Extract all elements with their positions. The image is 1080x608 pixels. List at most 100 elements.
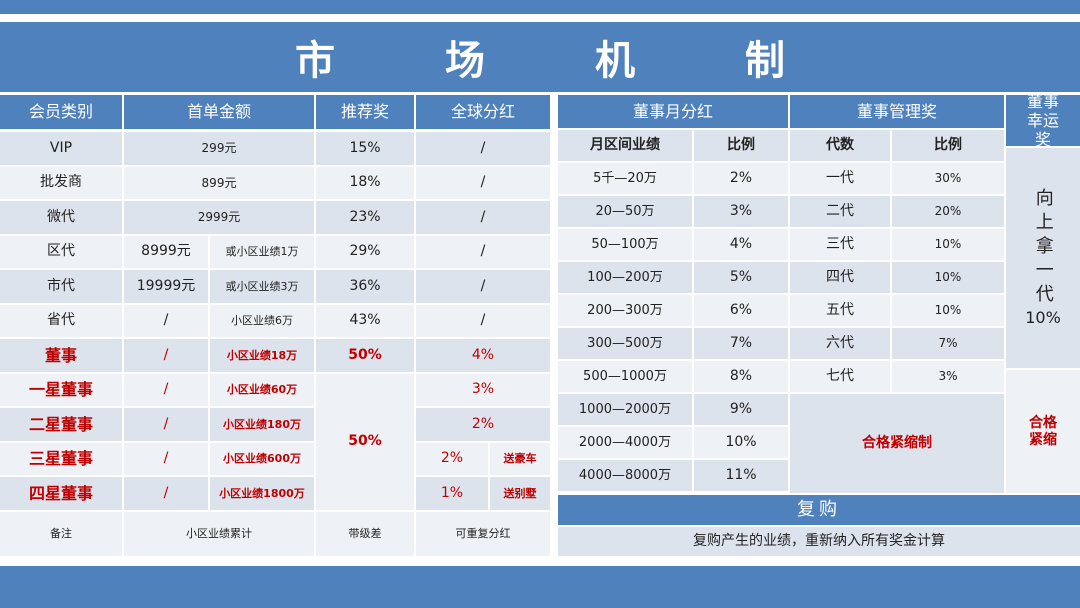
- subheader: 比例: [892, 130, 1004, 161]
- referral-cell: 50%: [316, 373, 414, 510]
- referral-cell: 29%: [316, 235, 414, 268]
- subheader: 月区间业绩: [558, 130, 692, 161]
- dividend-cell: 1%: [416, 477, 488, 510]
- footer-cell: 带级差: [316, 511, 414, 556]
- header: 董事幸运奖: [1006, 92, 1080, 149]
- condition-cell: 或小区业绩3万: [210, 270, 314, 303]
- generation-cell: 二代: [790, 196, 890, 227]
- rate-cell: 10%: [892, 295, 1004, 326]
- level-cell: 四星董事: [0, 477, 122, 510]
- referral-cell: 36%: [316, 270, 414, 303]
- dividend-cell: 3%: [416, 373, 550, 406]
- amount-cell: /: [124, 304, 208, 337]
- rate-cell: 3%: [694, 196, 788, 227]
- rate-cell: 4%: [694, 229, 788, 260]
- rate-cell: 6%: [694, 295, 788, 326]
- condition-cell: 或小区业绩1万: [210, 235, 314, 268]
- amount-cell: 899元: [124, 166, 314, 199]
- range-cell: 5千—20万: [558, 163, 692, 194]
- dividend-cell: /: [416, 132, 550, 165]
- range-cell: 500—1000万: [558, 361, 692, 392]
- header: 推荐奖: [316, 95, 414, 129]
- range-cell: 2000—4000万: [558, 427, 692, 458]
- amount-cell: 8999元: [124, 235, 208, 268]
- header: 董事管理奖: [790, 95, 1004, 128]
- amount-cell: /: [124, 373, 208, 406]
- rate-cell: 2%: [694, 163, 788, 194]
- range-cell: 20—50万: [558, 196, 692, 227]
- rate-cell: 8%: [694, 361, 788, 392]
- amount-cell: 19999元: [124, 270, 208, 303]
- condition-cell: 小区业绩600万: [210, 442, 314, 475]
- rate-cell: 30%: [892, 163, 1004, 194]
- referral-cell: 23%: [316, 201, 414, 234]
- referral-cell: 18%: [316, 166, 414, 199]
- lucky-text: 向上拿一代: [1032, 188, 1054, 309]
- gift-cell: 送豪车: [490, 442, 550, 475]
- rate-cell: 7%: [892, 328, 1004, 359]
- generation-cell: 七代: [790, 361, 890, 392]
- condition-cell: 小区业绩180万: [210, 408, 314, 441]
- title-band: [0, 22, 1080, 92]
- level-cell: VIP: [0, 132, 122, 165]
- rate-cell: 10%: [694, 427, 788, 458]
- range-cell: 300—500万: [558, 328, 692, 359]
- level-cell: 省代: [0, 304, 122, 337]
- dividend-cell: 2%: [416, 408, 550, 441]
- note-cell: 合格紧缩: [1006, 370, 1080, 493]
- rate-cell: 3%: [892, 361, 1004, 392]
- rate-cell: 20%: [892, 196, 1004, 227]
- header: 会员类别: [0, 95, 122, 129]
- amount-cell: /: [124, 408, 208, 441]
- repurchase-text: 复购产生的业绩，重新纳入所有奖金计算: [558, 527, 1080, 556]
- level-cell: 二星董事: [0, 408, 122, 441]
- dividend-cell: /: [416, 201, 550, 234]
- top-band: [0, 0, 1080, 14]
- subheader: 比例: [694, 130, 788, 161]
- level-cell: 微代: [0, 201, 122, 234]
- condition-cell: 小区业绩60万: [210, 373, 314, 406]
- generation-cell: 四代: [790, 262, 890, 293]
- dividend-cell: /: [416, 235, 550, 268]
- subheader: 代数: [790, 130, 890, 161]
- level-cell: 董事: [0, 339, 122, 372]
- dividend-cell: /: [416, 166, 550, 199]
- amount-cell: /: [124, 339, 208, 372]
- level-cell: 三星董事: [0, 442, 122, 475]
- range-cell: 4000—8000万: [558, 460, 692, 491]
- rate-cell: 5%: [694, 262, 788, 293]
- level-cell: 区代: [0, 235, 122, 268]
- amount-cell: 299元: [124, 132, 314, 165]
- referral-cell: 43%: [316, 304, 414, 337]
- range-cell: 1000—2000万: [558, 394, 692, 425]
- generation-cell: 一代: [790, 163, 890, 194]
- dividend-cell: 2%: [416, 442, 488, 475]
- level-cell: 一星董事: [0, 373, 122, 406]
- header: 全球分红: [416, 95, 550, 129]
- header: 董事月分红: [558, 95, 788, 128]
- footer-cell: 可重复分红: [416, 511, 550, 556]
- rate-cell: 9%: [694, 394, 788, 425]
- generation-cell: 六代: [790, 328, 890, 359]
- note-cell: 合格紧缩制: [790, 394, 1004, 493]
- title: 市场机制: [295, 38, 895, 84]
- range-cell: 50—100万: [558, 229, 692, 260]
- lucky-rate: 10%: [1025, 308, 1061, 328]
- dividend-cell: /: [416, 304, 550, 337]
- generation-cell: 五代: [790, 295, 890, 326]
- condition-cell: 小区业绩6万: [210, 304, 314, 337]
- level-cell: 市代: [0, 270, 122, 303]
- gift-cell: 送别墅: [490, 477, 550, 510]
- range-cell: 100—200万: [558, 262, 692, 293]
- rate-cell: 10%: [892, 229, 1004, 260]
- generation-cell: 三代: [790, 229, 890, 260]
- header: 首单金额: [124, 95, 314, 129]
- header: 复购: [558, 495, 1080, 525]
- condition-cell: 小区业绩1800万: [210, 477, 314, 510]
- condition-cell: 小区业绩18万: [210, 339, 314, 372]
- rate-cell: 11%: [694, 460, 788, 491]
- rate-cell: 7%: [694, 328, 788, 359]
- level-cell: 批发商: [0, 166, 122, 199]
- dividend-cell: 4%: [416, 339, 550, 372]
